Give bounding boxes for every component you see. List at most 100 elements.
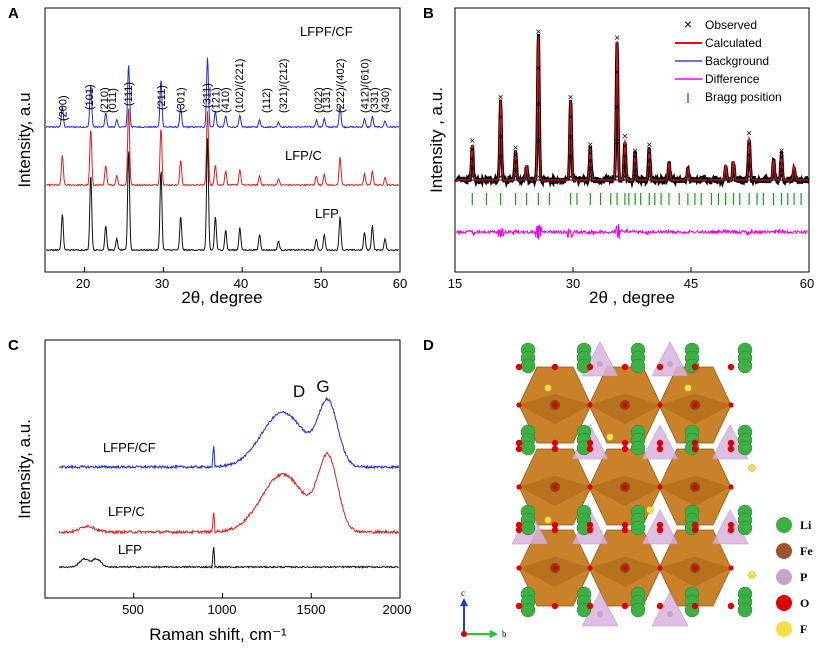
o-atom [692, 565, 698, 571]
panel-c-xtick: 500 [122, 602, 144, 617]
f-atom [684, 384, 692, 392]
panel-b-xlabel: 2θ , degree [589, 288, 675, 307]
panel-a-hkl-label: (011) [107, 88, 119, 113]
o-atom [552, 402, 558, 408]
o-atom [621, 602, 629, 610]
panel-c-series-lfpf-cf [58, 396, 400, 471]
panel-c-sample-label-lfp-c: LFP/C [108, 504, 145, 519]
panel-b-observed-marker: × [622, 142, 628, 153]
panel-b-observed-marker: × [469, 136, 475, 147]
o-atom [727, 445, 735, 453]
o-atom [656, 521, 664, 529]
o-atom [728, 565, 734, 571]
panel-b-label: B [423, 5, 434, 22]
o-atom [621, 521, 629, 529]
atom-f-label: F [800, 622, 807, 636]
panel-b-observed-marker: × [535, 136, 541, 147]
panel-a-hkl-label: (410) [220, 87, 232, 113]
o-atom [551, 363, 559, 371]
p-atom [667, 361, 673, 367]
panel-b-observed-marker: × [513, 150, 519, 161]
panel-a-xtick: 40 [234, 276, 248, 291]
panel-b-observed-marker: × [746, 139, 752, 150]
o-atom [728, 402, 734, 408]
panel-a-hkl-label: (200) [57, 95, 69, 121]
legend-observed-label: Observed [705, 18, 757, 32]
axis-b-label: b [502, 629, 507, 639]
panel-a-xlabel: 2θ, degree [181, 288, 262, 307]
o-atom [691, 521, 699, 529]
o-atom [587, 484, 593, 490]
o-atom [657, 402, 663, 408]
axis-c-arrowhead [460, 598, 468, 606]
panel-b-observed-marker: × [587, 172, 593, 183]
panel-b-observed-marker: × [568, 132, 574, 143]
panel-b-observed-marker: × [632, 172, 638, 183]
axis-c-label: c [461, 588, 465, 598]
panel-b-observed-marker: × [535, 63, 541, 74]
o-atom [691, 526, 699, 534]
panel-b-observed-marker: × [622, 162, 628, 173]
f-atom [646, 506, 654, 514]
o-atom [551, 526, 559, 534]
o-atom [551, 602, 559, 610]
panel-a-hkl-label: (022) [313, 87, 325, 113]
axis-b-arrowhead [490, 630, 498, 638]
o-atom [551, 439, 559, 447]
panel-b-observed-marker: × [469, 145, 475, 156]
panel-b-observed-marker: × [614, 68, 620, 79]
panel-b-xtick: 30 [566, 276, 580, 291]
panel-b-xtick: 45 [684, 276, 698, 291]
o-atom [728, 484, 734, 490]
panel-b-observed-marker: × [568, 112, 574, 123]
panel-c-sample-label-lfp: LFP [118, 542, 142, 557]
panel-d: D Li Fe P O F c b [423, 337, 813, 639]
panel-a-hkl-label: (210) [99, 87, 111, 113]
panel-b-observed-marker: × [779, 166, 785, 177]
panel-c-xlabel: Raman shift, cm⁻¹ [149, 625, 287, 644]
panel-a: A Intensity, a.u 2θ, degree 20 30 40 50 … [8, 5, 407, 307]
panel-a-hkl-labels: (200) (101) (210)(011) (111) (211) (301) (311)… [57, 59, 392, 121]
panel-c-sample-label-lfpf-cf: LFPF/CF [103, 440, 156, 455]
atom-o-label: O [800, 596, 809, 610]
panel-a-hkl-label: (301) [176, 87, 188, 113]
o-atom [621, 445, 629, 453]
panel-b-observed-marker: × [746, 172, 752, 183]
crystal-structure [511, 341, 756, 627]
panel-b-observed-marker: × [469, 154, 475, 165]
panel-a-hkl-label: (102)/(221) [234, 59, 246, 113]
panel-b-observed-marker: × [646, 156, 652, 167]
panel-b-observed-marker: × [779, 159, 785, 170]
panel-b-observed-marker: × [587, 148, 593, 159]
p-tetrahedron [651, 341, 689, 377]
panel-b-frame [454, 7, 810, 273]
li-atom [630, 602, 646, 618]
panel-a-sample-label-lfp: LFP [315, 206, 339, 221]
o-atom [691, 445, 699, 453]
o-atom [552, 484, 558, 490]
o-atom [621, 526, 629, 534]
li-atom [520, 440, 536, 456]
atom-f-sphere [776, 621, 792, 637]
panel-b-observed-marker: × [498, 132, 504, 143]
panel-a-hkl-label: (111) [123, 82, 135, 106]
li-atom [737, 440, 753, 456]
o-atom [586, 526, 594, 534]
f-atom [748, 464, 756, 472]
panel-b-observed-marker: × [513, 172, 519, 183]
li-atom [630, 520, 646, 536]
p-atom [597, 611, 603, 617]
panel-b-ylabel: Intensity , a.u. [427, 87, 446, 193]
panel-a-hkl-label: (121) [210, 87, 222, 113]
f-atom [544, 516, 552, 524]
o-atom [622, 565, 628, 571]
o-atom [656, 602, 664, 610]
o-atom [586, 521, 594, 529]
panel-b-observed-marker: × [498, 112, 504, 123]
panel-b-observed-marker: × [513, 143, 519, 154]
o-atom [727, 602, 735, 610]
panel-a-xtick: 20 [76, 276, 90, 291]
o-atom [587, 402, 593, 408]
panel-a-frame [44, 7, 401, 273]
